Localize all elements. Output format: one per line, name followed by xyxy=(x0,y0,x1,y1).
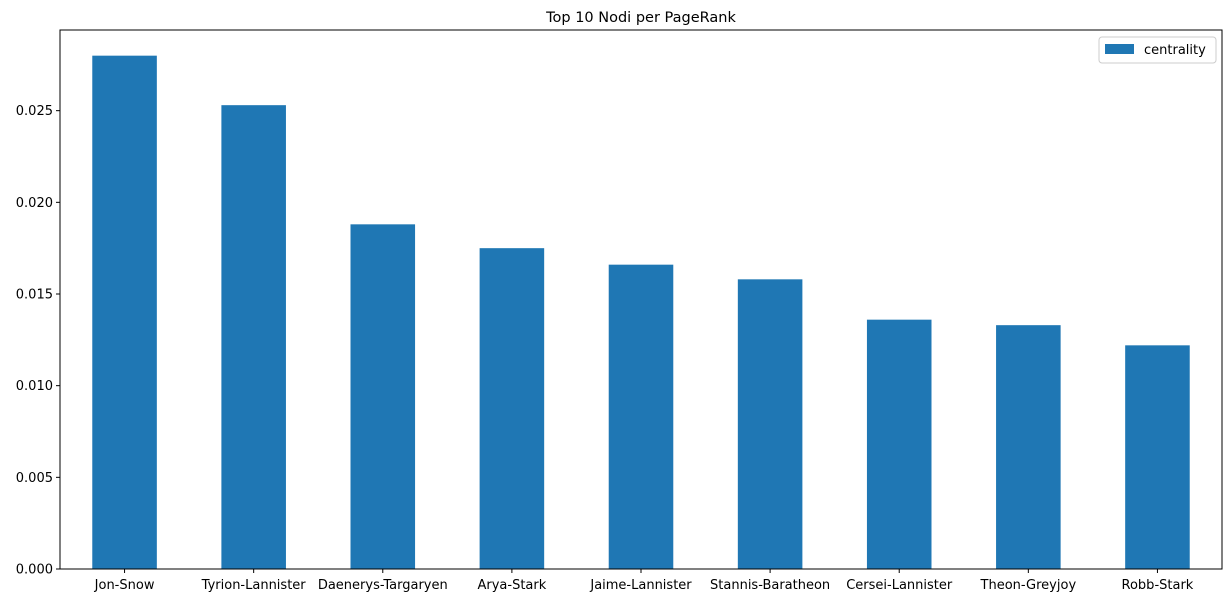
legend: centrality xyxy=(1098,36,1217,64)
bar-theon-greyjoy xyxy=(996,325,1061,569)
y-tick-label: 0.010 xyxy=(16,379,53,394)
bar-robb-stark xyxy=(1125,345,1190,569)
bar-stannis-baratheon xyxy=(737,279,803,569)
legend-swatch xyxy=(1105,44,1134,54)
x-tick-label: Stannis-Baratheon xyxy=(710,578,830,593)
y-tick-label: 0.000 xyxy=(16,563,53,578)
x-tick-label: Arya-Stark xyxy=(477,578,546,593)
y-tick-label: 0.005 xyxy=(16,471,53,486)
y-tick-label: 0.020 xyxy=(16,196,53,211)
x-tick-label: Daenerys-Targaryen xyxy=(318,578,448,593)
bars-layer xyxy=(92,55,1190,570)
chart-title: Top 10 Nodi per PageRank xyxy=(545,10,736,26)
y-tick-label: 0.015 xyxy=(16,288,53,303)
x-tick-label: Cersei-Lannister xyxy=(846,578,953,593)
x-tick-label: Theon-Greyjoy xyxy=(980,578,1077,593)
y-tick-label: 0.025 xyxy=(16,104,53,119)
bar-cersei-lannister xyxy=(866,319,932,569)
x-tick-label: Jon-Snow xyxy=(94,578,155,593)
legend-box xyxy=(1098,36,1217,64)
x-tick-label: Jaime-Lannister xyxy=(589,578,692,593)
x-tick-label: Tyrion-Lannister xyxy=(201,578,307,593)
legend-label: centrality xyxy=(1144,43,1206,58)
bar-daenerys-targaryen xyxy=(350,224,416,569)
x-tick-label: Robb-Stark xyxy=(1122,578,1194,593)
axes-layer: 0.000 0.005 0.010 0.015 0.020 0.025 Jon-Snow Ty… xyxy=(16,29,1223,593)
bar-jaime-lannister xyxy=(608,264,674,569)
bar-arya-stark xyxy=(479,248,545,570)
bar-tyrion-lannister xyxy=(221,105,286,570)
bar-jon-snow xyxy=(92,55,157,570)
